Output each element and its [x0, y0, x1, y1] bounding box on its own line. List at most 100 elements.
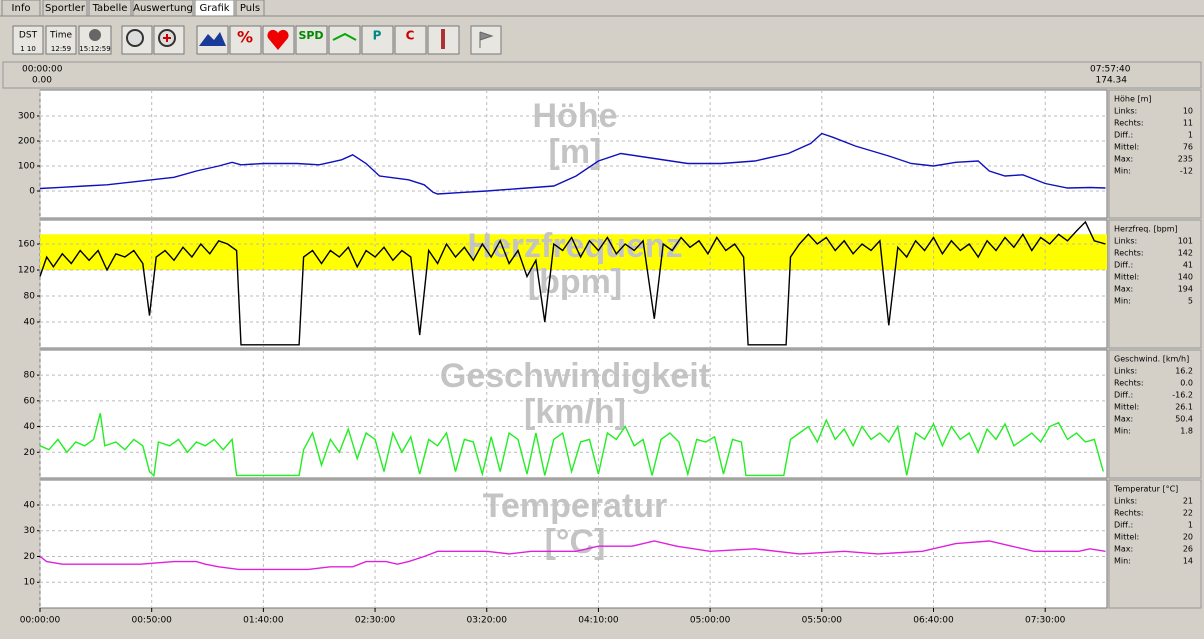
- stats-value: 0.0: [1180, 379, 1193, 388]
- stats-header: Geschwind. [km/h]: [1114, 355, 1189, 364]
- stats-value: 1: [1188, 131, 1193, 140]
- y-tick-label: 30: [24, 526, 36, 536]
- plot-area: [39, 349, 1108, 479]
- stats-label: Max:: [1114, 155, 1133, 164]
- y-tick-label: 40: [24, 500, 36, 510]
- stats-label: Mittel:: [1114, 143, 1139, 152]
- time-sub: 12:59: [51, 45, 71, 53]
- stats-label: Links:: [1114, 367, 1137, 376]
- range-bar: [2, 61, 1202, 89]
- x-tick-label: 04:10:00: [578, 616, 619, 626]
- chart-title: Temperatur: [483, 487, 668, 525]
- x-tick-label: 00:50:00: [131, 616, 172, 626]
- chart-unit: [m]: [549, 133, 602, 171]
- stats-value: 22: [1183, 509, 1193, 518]
- plot-area: [39, 89, 1108, 219]
- stats-label: Mittel:: [1114, 533, 1139, 542]
- stats-value: 16.2: [1175, 367, 1193, 376]
- stats-value: 5: [1188, 297, 1193, 306]
- chart-unit: [km/h]: [524, 393, 626, 431]
- stats-panel: [1108, 89, 1202, 219]
- x-tick-label: 03:20:00: [467, 616, 508, 626]
- thermometer-icon: [441, 29, 445, 49]
- x-tick-label: 01:40:00: [243, 616, 284, 626]
- range-start-time: 00:00:00: [22, 65, 63, 75]
- stats-value: 1.8: [1180, 427, 1193, 436]
- stats-value: 235: [1178, 155, 1193, 164]
- data-line: [39, 540, 1106, 571]
- stats-label: Min:: [1114, 427, 1131, 436]
- x-tick-label: 05:50:00: [802, 616, 843, 626]
- stats-value: 142: [1178, 249, 1193, 258]
- stats-label: Max:: [1114, 415, 1133, 424]
- speed-button[interactable]: [295, 25, 328, 55]
- clock-icon: [89, 29, 101, 41]
- stats-label: Links:: [1114, 237, 1137, 246]
- flag-icon: [479, 31, 494, 48]
- altitude-icon: [199, 32, 226, 46]
- range-start-value: 0.00: [32, 76, 52, 86]
- chart-unit: [°C]: [545, 523, 606, 561]
- y-tick-label: 0: [29, 187, 35, 197]
- stats-value: 76: [1183, 143, 1193, 152]
- x-tick-label: 06:40:00: [913, 616, 954, 626]
- y-tick-label: 80: [24, 371, 36, 381]
- stats-value: 14: [1183, 557, 1193, 566]
- stats-label: Max:: [1114, 285, 1133, 294]
- data-line: [39, 413, 1104, 478]
- data-line: [39, 132, 1106, 195]
- stats-label: Mittel:: [1114, 273, 1139, 282]
- stats-label: Links:: [1114, 107, 1137, 116]
- x-tick-label: 07:30:00: [1025, 616, 1066, 626]
- x-tick-label: 05:00:00: [690, 616, 731, 626]
- zoom-out-icon: [126, 29, 144, 47]
- stats-value: 41: [1183, 261, 1193, 270]
- y-tick-label: 160: [18, 240, 35, 250]
- stats-value: 10: [1183, 107, 1193, 116]
- y-tick-label: 20: [24, 448, 36, 458]
- stats-value: 101: [1178, 237, 1193, 246]
- stats-header: Herzfreq. [bpm]: [1114, 225, 1178, 234]
- stats-panel: [1108, 219, 1202, 349]
- stats-label: Diff.:: [1114, 391, 1133, 400]
- time-button[interactable]: [45, 25, 77, 55]
- stats-label: Links:: [1114, 497, 1137, 506]
- percent-button[interactable]: [229, 25, 262, 55]
- percent-label: %: [237, 28, 253, 47]
- tab-label: Puls: [240, 3, 260, 14]
- stats-label: Max:: [1114, 545, 1133, 554]
- stats-label: Diff.:: [1114, 261, 1133, 270]
- stats-label: Rechts:: [1114, 249, 1144, 258]
- dst-label: DST: [19, 31, 38, 41]
- y-tick-label: 20: [24, 552, 36, 562]
- stats-label: Diff.:: [1114, 521, 1133, 530]
- y-tick-label: 40: [24, 422, 36, 432]
- stats-label: Rechts:: [1114, 119, 1144, 128]
- stats-label: Min:: [1114, 167, 1131, 176]
- stats-label: Rechts:: [1114, 509, 1144, 518]
- clock-sub: 15:12:59: [79, 45, 110, 53]
- stats-label: Min:: [1114, 297, 1131, 306]
- flag-button[interactable]: [470, 25, 502, 55]
- stats-value: -12: [1180, 167, 1193, 176]
- calories-button[interactable]: [394, 25, 427, 55]
- y-tick-label: 100: [18, 162, 35, 172]
- power-button[interactable]: [361, 25, 394, 55]
- tab-label: Auswertung: [133, 3, 193, 14]
- tab-label: Grafik: [199, 3, 229, 14]
- dst-button[interactable]: [12, 25, 44, 55]
- y-tick-label: 60: [24, 396, 36, 406]
- stats-value: 194: [1178, 285, 1193, 294]
- range-end-time: 07:57:40: [1090, 65, 1131, 75]
- stats-value: 26.1: [1175, 403, 1193, 412]
- stats-value: 21: [1183, 497, 1193, 506]
- speed-label: SPD: [298, 29, 323, 42]
- range-end-value: 174.34: [1096, 76, 1128, 86]
- power-label: P: [373, 29, 382, 43]
- stats-value: 140: [1178, 273, 1193, 282]
- x-tick-label: 02:30:00: [355, 616, 396, 626]
- stats-value: -16.2: [1172, 391, 1193, 400]
- plot-area: [39, 479, 1108, 609]
- stats-value: 1: [1188, 521, 1193, 530]
